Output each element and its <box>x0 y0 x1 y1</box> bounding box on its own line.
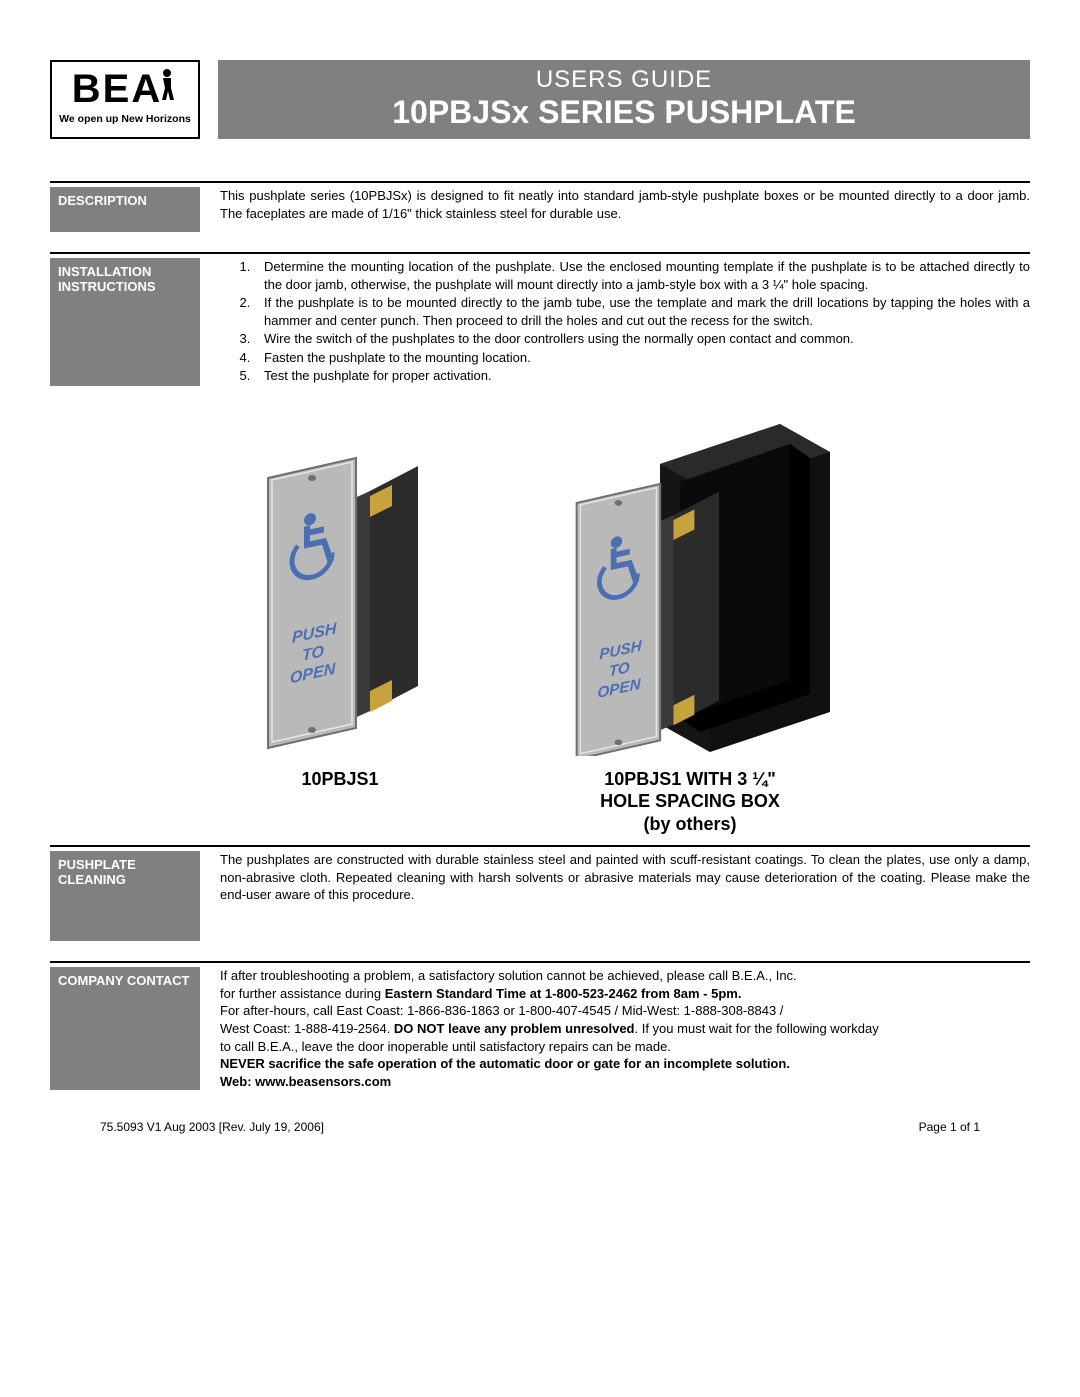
contact-line: to call B.E.A., leave the door inoperabl… <box>220 1038 1030 1056</box>
section-cleaning: PUSHPLATE CLEANING The pushplates are co… <box>50 845 1030 941</box>
brand-tagline: We open up New Horizons <box>56 113 194 125</box>
contact-web: Web: www.beasensors.com <box>220 1073 1030 1091</box>
section-contact: COMPANY CONTACT If after troubleshooting… <box>50 961 1030 1090</box>
contact-line: for further assistance during Eastern St… <box>220 985 1030 1003</box>
section-label-installation: INSTALLATION INSTRUCTIONS <box>50 258 200 386</box>
contact-text: . If you must wait for the following wor… <box>635 1021 879 1036</box>
contact-line: West Coast: 1-888-419-2564. DO NOT leave… <box>220 1020 1030 1038</box>
brand-name: BEA <box>56 68 194 109</box>
section-label-cleaning: PUSHPLATE CLEANING <box>50 851 200 941</box>
section-body-installation: Determine the mounting location of the p… <box>220 258 1030 386</box>
title-small: USERS GUIDE <box>536 66 712 94</box>
section-description: DESCRIPTION This pushplate series (10PBJ… <box>50 181 1030 232</box>
title-big: 10PBJSx SERIES PUSHPLATE <box>392 94 856 131</box>
figure-right: PUSH TO OPEN 10PBJS1 WITH 3 ¼"HOLE SPACI… <box>540 416 840 836</box>
section-installation: INSTALLATION INSTRUCTIONS Determine the … <box>50 252 1030 386</box>
contact-text-bold: DO NOT leave any problem unresolved <box>394 1021 635 1036</box>
contact-text: for further assistance during <box>220 986 385 1001</box>
page-footer: 75.5093 V1 Aug 2003 [Rev. July 19, 2006]… <box>50 1120 1030 1134</box>
footer-left: 75.5093 V1 Aug 2003 [Rev. July 19, 2006] <box>100 1120 324 1134</box>
section-body-cleaning: The pushplates are constructed with dura… <box>220 851 1030 941</box>
title-bar: USERS GUIDE 10PBJSx SERIES PUSHPLATE <box>218 60 1030 139</box>
figures-row: PUSH TO OPEN 10PBJS1 <box>50 416 1030 836</box>
installation-step: Test the pushplate for proper activation… <box>254 367 1030 385</box>
document-header: BEA We open up New Horizons USERS GUIDE … <box>50 60 1030 139</box>
installation-step: Determine the mounting location of the p… <box>254 258 1030 293</box>
contact-line: For after-hours, call East Coast: 1-866-… <box>220 1002 1030 1020</box>
contact-line: If after troubleshooting a problem, a sa… <box>220 967 1030 985</box>
contact-text-bold: Eastern Standard Time at 1-800-523-2462 … <box>385 986 742 1001</box>
section-body-contact: If after troubleshooting a problem, a sa… <box>220 967 1030 1090</box>
section-label-description: DESCRIPTION <box>50 187 200 232</box>
installation-step: If the pushplate is to be mounted direct… <box>254 294 1030 329</box>
contact-text: West Coast: 1-888-419-2564. <box>220 1021 394 1036</box>
section-body-description: This pushplate series (10PBJSx) is desig… <box>220 187 1030 232</box>
brand-text: BEA <box>72 67 162 111</box>
contact-line-bold: NEVER sacrifice the safe operation of th… <box>220 1055 1030 1073</box>
pushplate-with-box-illustration: PUSH TO OPEN <box>540 416 840 756</box>
section-label-contact: COMPANY CONTACT <box>50 967 200 1090</box>
brand-logo: BEA We open up New Horizons <box>50 60 200 139</box>
figure-left-caption: 10PBJS1 <box>301 768 378 791</box>
logo-person-icon <box>158 68 178 109</box>
pushplate-illustration: PUSH TO OPEN <box>240 416 440 756</box>
footer-right: Page 1 of 1 <box>919 1120 980 1134</box>
installation-steps: Determine the mounting location of the p… <box>220 258 1030 385</box>
installation-step: Fasten the pushplate to the mounting loc… <box>254 349 1030 367</box>
figure-left: PUSH TO OPEN 10PBJS1 <box>240 416 440 836</box>
figure-right-caption: 10PBJS1 WITH 3 ¼"HOLE SPACING BOX(by oth… <box>600 768 780 836</box>
installation-step: Wire the switch of the pushplates to the… <box>254 330 1030 348</box>
